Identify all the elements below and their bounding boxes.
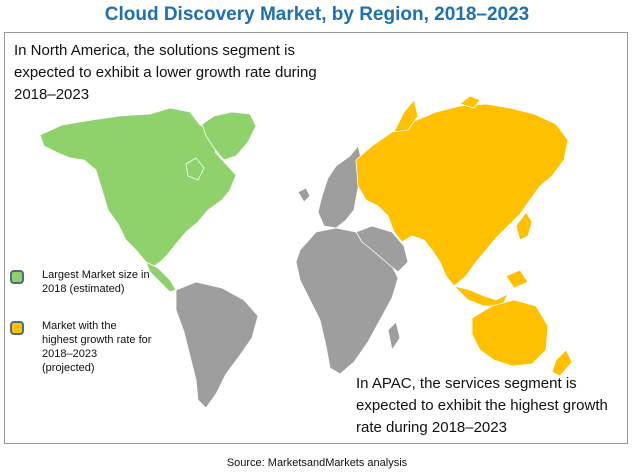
other-regions [175,145,409,409]
chart-title: Cloud Discovery Market, by Region, 2018–… [104,4,530,25]
legend-swatch-orange [10,321,24,335]
legend-label: Market with the highest growth rate for … [42,320,152,374]
apac-region [355,95,573,377]
north-america-note: In North America, the solutions segment … [14,42,317,103]
legend-item-largest-market: Largest Market size in 2018 (estimated) [10,268,152,296]
legend-label: Largest Market size in 2018 (estimated) [42,269,150,295]
map-frame [4,32,628,444]
apac-note: In APAC, the services segment is expecte… [356,375,608,436]
legend-item-highest-growth: Market with the highest growth rate for … [10,319,152,375]
north-america-region [39,107,257,293]
source-note: Source: MarketsandMarkets analysis [226,457,408,469]
legend-swatch-green [10,270,24,284]
